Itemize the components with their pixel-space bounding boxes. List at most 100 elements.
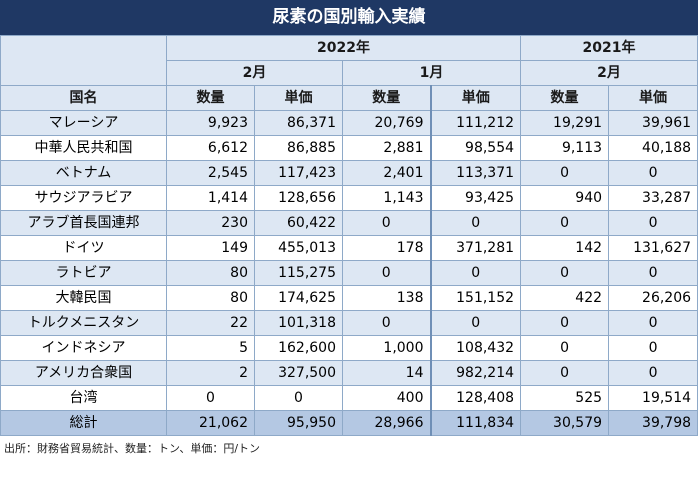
- feb21-price-cell: 19,514: [608, 385, 698, 411]
- feb22-price-cell: 101,318: [254, 310, 343, 336]
- header-price: 単価: [254, 85, 343, 111]
- feb22-price-cell: 455,013: [254, 235, 343, 261]
- feb22-price-cell: 115,275: [254, 260, 343, 286]
- jan22-price-cell: 0: [429, 310, 522, 336]
- feb22-price-cell: 174,625: [254, 285, 343, 311]
- header-qty: 数量: [166, 85, 255, 111]
- feb22-price-cell: 95,950: [254, 410, 343, 436]
- jan22-qty-cell: 0: [342, 260, 431, 286]
- feb22-qty-cell: 230: [166, 210, 255, 236]
- feb22-qty-cell: 9,923: [166, 110, 255, 136]
- feb22-price-cell: 117,423: [254, 160, 343, 186]
- feb22-qty-cell: 6,612: [166, 135, 255, 161]
- feb22-qty-cell: 1,414: [166, 185, 255, 211]
- feb21-price-cell: 0: [608, 260, 698, 286]
- jan22-qty-cell: 138: [342, 285, 431, 311]
- feb21-price-cell: 39,798: [608, 410, 698, 436]
- feb21-price-cell: 0: [608, 210, 698, 236]
- jan22-qty-cell: 20,769: [342, 110, 431, 136]
- feb22-qty-cell: 2,545: [166, 160, 255, 186]
- table-row: サウジアラビア 1,414 128,656 1,143 93,425 940 33,287: [0, 185, 698, 211]
- header-qty: 数量: [342, 85, 431, 111]
- table-row: インドネシア 5 162,600 1,000 108,432 0 0: [0, 335, 698, 361]
- country-cell: アラブ首長国連邦: [0, 210, 167, 236]
- table-row: ドイツ 149 455,013 178 371,281 142 131,627: [0, 235, 698, 261]
- feb22-price-cell: 0: [254, 385, 343, 411]
- table-title: 尿素の国別輸入実績: [0, 0, 698, 35]
- table-row: 大韓民国 80 174,625 138 151,152 422 26,206: [0, 285, 698, 311]
- table-body: マレーシア 9,923 86,371 20,769 111,212 19,291 39,96…: [0, 110, 698, 436]
- country-cell: マレーシア: [0, 110, 167, 136]
- table-row: トルクメニスタン 22 101,318 0 0 0 0: [0, 310, 698, 336]
- feb22-qty-cell: 80: [166, 285, 255, 311]
- jan22-price-cell: 371,281: [429, 235, 522, 261]
- feb21-qty-cell: 422: [520, 285, 610, 311]
- feb21-qty-cell: 0: [520, 310, 610, 336]
- header-price: 単価: [429, 85, 522, 111]
- total-row: 総計 21,062 95,950 28,966 111,834 30,579 39,798: [0, 410, 698, 436]
- jan22-qty-cell: 1,000: [342, 335, 431, 361]
- header-year-2022: 2022年: [165, 35, 522, 61]
- feb21-qty-cell: 940: [520, 185, 610, 211]
- feb21-qty-cell: 142: [520, 235, 610, 261]
- jan22-qty-cell: 0: [342, 210, 431, 236]
- feb21-price-cell: 39,961: [608, 110, 698, 136]
- country-cell: インドネシア: [0, 335, 167, 361]
- jan22-price-cell: 111,834: [429, 410, 522, 436]
- table-row: マレーシア 9,923 86,371 20,769 111,212 19,291 39,96…: [0, 110, 698, 136]
- feb21-qty-cell: 0: [520, 335, 610, 361]
- table-row: 中華人民共和国 6,612 86,885 2,881 98,554 9,113 40,188: [0, 135, 698, 161]
- import-table: 2022年 2021年 2月 1月 2月 国名 数量 単価 数量 単価 数量 単…: [0, 35, 698, 436]
- header-qty: 数量: [520, 85, 610, 111]
- table-row: アメリカ合衆国 2 327,500 14 982,214 0 0: [0, 360, 698, 386]
- feb22-qty-cell: 22: [166, 310, 255, 336]
- jan22-price-cell: 93,425: [429, 185, 522, 211]
- feb21-qty-cell: 0: [520, 210, 610, 236]
- feb22-qty-cell: 21,062: [166, 410, 255, 436]
- feb21-price-cell: 0: [608, 310, 698, 336]
- jan22-price-cell: 128,408: [429, 385, 522, 411]
- jan22-qty-cell: 2,881: [342, 135, 431, 161]
- feb21-price-cell: 0: [608, 360, 698, 386]
- table-row: ラトビア 80 115,275 0 0 0 0: [0, 260, 698, 286]
- jan22-qty-cell: 400: [342, 385, 431, 411]
- jan22-price-cell: 0: [429, 210, 522, 236]
- feb22-price-cell: 128,656: [254, 185, 343, 211]
- jan22-qty-cell: 0: [342, 310, 431, 336]
- feb22-qty-cell: 2: [166, 360, 255, 386]
- feb21-price-cell: 26,206: [608, 285, 698, 311]
- jan22-qty-cell: 1,143: [342, 185, 431, 211]
- feb22-price-cell: 162,600: [254, 335, 343, 361]
- header-blank-cell: [0, 35, 167, 86]
- feb21-qty-cell: 0: [520, 360, 610, 386]
- country-cell: 大韓民国: [0, 285, 167, 311]
- country-cell: ベトナム: [0, 160, 167, 186]
- country-cell: 総計: [0, 410, 167, 436]
- source-note: 出所：財務省貿易統計、数量：トン、単価：円/トン: [4, 442, 261, 455]
- header-month-jan-2022: 1月: [341, 60, 522, 86]
- feb21-qty-cell: 525: [520, 385, 610, 411]
- jan22-price-cell: 108,432: [429, 335, 522, 361]
- jan22-price-cell: 111,212: [429, 110, 522, 136]
- feb21-price-cell: 0: [608, 160, 698, 186]
- table-row: ベトナム 2,545 117,423 2,401 113,371 0 0: [0, 160, 698, 186]
- table-row: アラブ首長国連邦 230 60,422 0 0 0 0: [0, 210, 698, 236]
- table-row: 台湾 0 0 400 128,408 525 19,514: [0, 385, 698, 411]
- jan22-qty-cell: 2,401: [342, 160, 431, 186]
- header-country: 国名: [0, 85, 167, 111]
- feb22-qty-cell: 0: [166, 385, 255, 411]
- feb21-qty-cell: 19,291: [520, 110, 610, 136]
- country-cell: ラトビア: [0, 260, 167, 286]
- jan22-qty-cell: 28,966: [342, 410, 431, 436]
- country-cell: トルクメニスタン: [0, 310, 167, 336]
- feb21-price-cell: 0: [608, 335, 698, 361]
- header-price: 単価: [608, 85, 698, 111]
- feb22-qty-cell: 5: [166, 335, 255, 361]
- feb21-price-cell: 131,627: [608, 235, 698, 261]
- country-cell: 台湾: [0, 385, 167, 411]
- feb22-qty-cell: 80: [166, 260, 255, 286]
- feb22-price-cell: 60,422: [254, 210, 343, 236]
- jan22-price-cell: 151,152: [429, 285, 522, 311]
- feb22-qty-cell: 149: [166, 235, 255, 261]
